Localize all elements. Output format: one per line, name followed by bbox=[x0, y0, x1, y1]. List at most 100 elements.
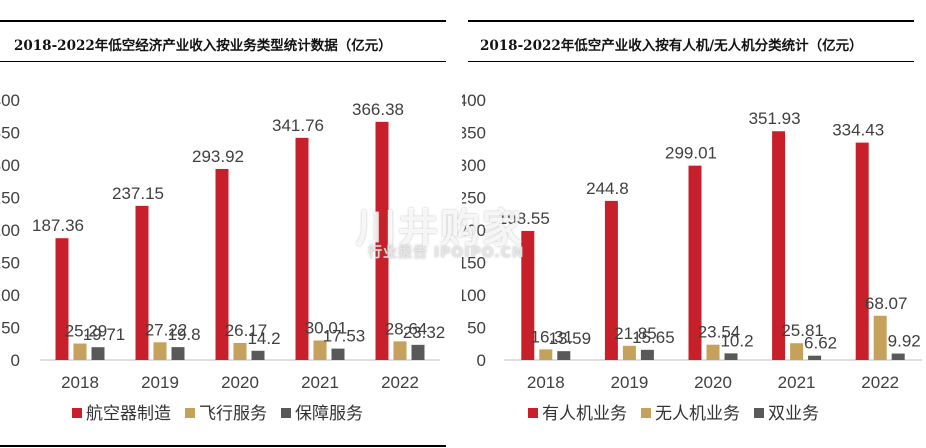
data-label: 23.32 bbox=[403, 323, 446, 342]
bar-无人机业务 bbox=[622, 345, 636, 360]
legend-swatch bbox=[72, 408, 82, 418]
data-label: 187.36 bbox=[32, 216, 84, 235]
bar-飞行服务 bbox=[73, 343, 87, 360]
data-label: 237.15 bbox=[112, 184, 164, 203]
legend-swatch bbox=[281, 408, 291, 418]
title-top-rule bbox=[468, 20, 914, 22]
bar-有人机业务 bbox=[688, 165, 702, 360]
bar-有人机业务 bbox=[772, 131, 786, 360]
watermark-logo: 川井购家 bbox=[356, 206, 524, 252]
data-label: 28.64 bbox=[385, 319, 428, 338]
x-tick-label: 2020 bbox=[221, 373, 259, 392]
data-label: 26.17 bbox=[225, 321, 268, 340]
y-tick-label: 50 bbox=[467, 319, 486, 338]
data-label: 23.54 bbox=[698, 323, 741, 342]
bar-保障服务 bbox=[251, 350, 265, 360]
legend-label: 飞行服务 bbox=[199, 404, 267, 423]
bar-chart-svg: 4003503002502001501005002018187.3625.291… bbox=[0, 91, 446, 423]
bar-飞行服务 bbox=[393, 341, 407, 360]
bar-双业务 bbox=[724, 353, 738, 360]
watermark-url: 行业报告 IPOIPO.CN bbox=[368, 245, 525, 261]
bar-chart-svg: 4003503002502001501005002018198.5516.311… bbox=[462, 91, 922, 423]
bar-保障服务 bbox=[331, 348, 345, 360]
y-tick-label: 150 bbox=[462, 254, 486, 273]
bar-保障服务 bbox=[171, 347, 185, 360]
y-tick-label: 300 bbox=[0, 156, 20, 175]
y-tick-label: 200 bbox=[462, 221, 486, 240]
data-label: 341.76 bbox=[272, 116, 324, 135]
x-tick-label: 2022 bbox=[381, 373, 419, 392]
y-tick-label: 100 bbox=[0, 286, 20, 305]
data-label: 6.62 bbox=[804, 334, 837, 353]
title-bottom-rule bbox=[468, 61, 914, 62]
data-label: 16.31 bbox=[531, 327, 574, 346]
bar-飞行服务 bbox=[233, 342, 247, 360]
x-tick-label: 2020 bbox=[694, 373, 732, 392]
legend-label: 航空器制造 bbox=[86, 404, 171, 423]
data-label: 25.29 bbox=[65, 322, 108, 341]
bar-无人机业务 bbox=[873, 315, 887, 360]
y-tick-label: 350 bbox=[462, 124, 486, 143]
y-tick-label: 300 bbox=[462, 156, 486, 175]
bar-双业务 bbox=[640, 349, 654, 360]
y-tick-label: 400 bbox=[462, 91, 486, 110]
data-label: 299.01 bbox=[665, 144, 717, 163]
x-tick-label: 2019 bbox=[141, 373, 179, 392]
y-tick-label: 250 bbox=[462, 189, 486, 208]
x-tick-label: 2022 bbox=[861, 373, 899, 392]
bar-无人机业务 bbox=[790, 343, 804, 360]
data-label: 17.53 bbox=[323, 327, 366, 346]
bar-有人机业务 bbox=[604, 200, 618, 360]
data-label: 198.55 bbox=[498, 209, 550, 228]
bar-保障服务 bbox=[91, 347, 105, 360]
y-tick-label: 400 bbox=[0, 91, 20, 110]
legend-label: 双业务 bbox=[768, 404, 819, 423]
bar-双业务 bbox=[891, 353, 905, 360]
chart-title: 2018-2022年低空经济产业收入按业务类型统计数据（亿元） bbox=[14, 38, 392, 54]
bar-有人机业务 bbox=[521, 230, 535, 360]
bar-无人机业务 bbox=[539, 349, 553, 360]
x-tick-label: 2018 bbox=[527, 373, 565, 392]
data-label: 30.01 bbox=[305, 318, 348, 337]
data-label: 27.22 bbox=[145, 320, 188, 339]
x-tick-label: 2019 bbox=[610, 373, 648, 392]
x-tick-label: 2018 bbox=[61, 373, 99, 392]
data-label: 19.71 bbox=[83, 325, 126, 344]
legend-label: 有人机业务 bbox=[542, 404, 627, 423]
bar-有人机业务 bbox=[855, 142, 869, 360]
legend-label: 保障服务 bbox=[295, 404, 363, 423]
y-tick-label: 200 bbox=[0, 221, 20, 240]
bar-航空器制造 bbox=[55, 238, 69, 360]
data-label: 293.92 bbox=[192, 147, 244, 166]
y-tick-label: 250 bbox=[0, 189, 20, 208]
bar-飞行服务 bbox=[313, 340, 327, 360]
data-label: 10.2 bbox=[720, 331, 753, 350]
panel-bottom-rule bbox=[0, 445, 446, 447]
title-bottom-rule bbox=[0, 61, 446, 62]
data-label: 334.43 bbox=[832, 121, 884, 140]
bar-航空器制造 bbox=[375, 121, 389, 360]
x-tick-label: 2021 bbox=[301, 373, 339, 392]
chart-title: 2018-2022年低空产业收入按有人机/无人机分类统计（亿元） bbox=[480, 38, 863, 54]
data-label: 366.38 bbox=[352, 100, 404, 119]
bar-保障服务 bbox=[411, 344, 425, 360]
data-label: 68.07 bbox=[865, 294, 908, 313]
data-label: 14.2 bbox=[247, 329, 280, 348]
data-label: 25.81 bbox=[781, 321, 824, 340]
chart-panel-left: 2018-2022年低空经济产业收入按业务类型统计数据（亿元） 400 350 30… bbox=[0, 0, 446, 448]
bar-无人机业务 bbox=[706, 344, 720, 360]
bar-飞行服务 bbox=[153, 342, 167, 360]
data-label: 15.65 bbox=[632, 328, 675, 347]
bar-航空器制造 bbox=[135, 205, 149, 360]
data-label: 244.8 bbox=[586, 179, 629, 198]
legend-swatch bbox=[754, 408, 764, 418]
bar-航空器制造 bbox=[215, 168, 229, 360]
title-top-rule bbox=[0, 20, 446, 22]
data-label: 351.93 bbox=[749, 109, 801, 128]
y-tick-label: 50 bbox=[1, 319, 20, 338]
bar-双业务 bbox=[557, 351, 571, 360]
data-label: 19.8 bbox=[167, 325, 200, 344]
y-tick-label: 100 bbox=[462, 286, 486, 305]
y-tick-label: 0 bbox=[11, 351, 20, 370]
data-label: 13.59 bbox=[549, 329, 592, 348]
